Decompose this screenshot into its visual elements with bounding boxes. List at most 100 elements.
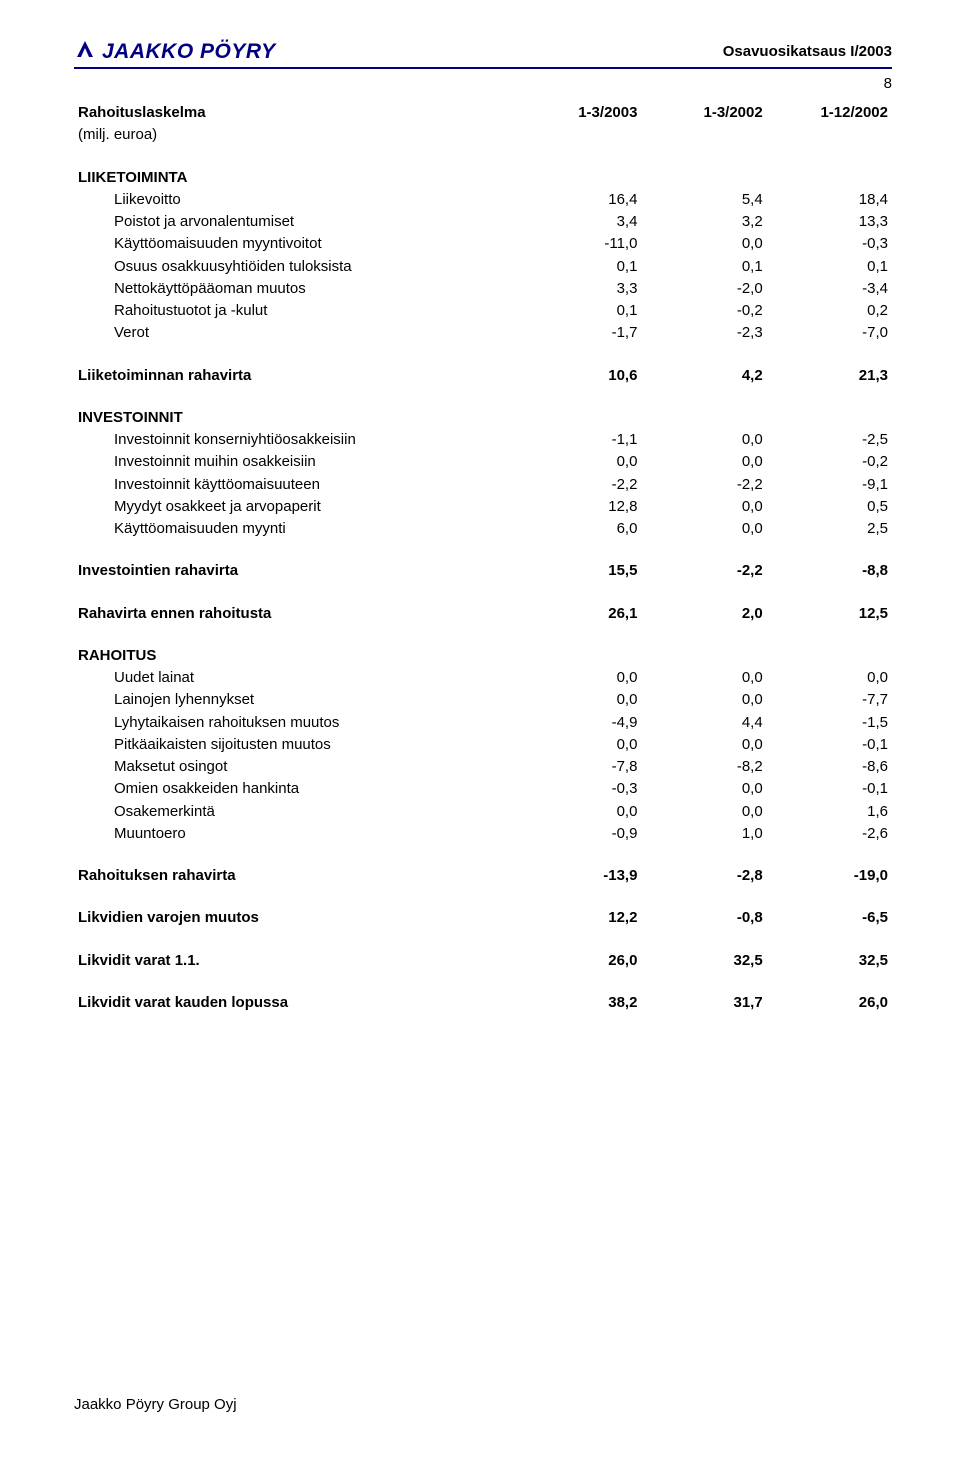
- subtotal-val: -13,9: [516, 865, 641, 887]
- subtotal-row: Likvidit varat kauden lopussa38,231,726,…: [74, 992, 892, 1014]
- section-heading-row: LIIKETOIMINTA: [74, 167, 892, 189]
- row-val: 3,3: [516, 278, 641, 300]
- row-val: -2,5: [767, 429, 892, 451]
- row-val: -2,3: [641, 322, 766, 344]
- subtotal-val: -19,0: [767, 865, 892, 887]
- row-val: 0,0: [641, 496, 766, 518]
- table-row: Liikevoitto16,45,418,4: [74, 189, 892, 211]
- table-row: Verot-1,7-2,3-7,0: [74, 322, 892, 344]
- row-val: 0,0: [516, 689, 641, 711]
- table-subtitle-row: (milj. euroa): [74, 124, 892, 146]
- row-label: Rahoitustuotot ja -kulut: [74, 300, 516, 322]
- table-row: Rahoitustuotot ja -kulut0,1-0,20,2: [74, 300, 892, 322]
- row-label: Osakemerkintä: [74, 801, 516, 823]
- row-label: Lyhytaikaisen rahoituksen muutos: [74, 712, 516, 734]
- row-label: Käyttöomaisuuden myynti: [74, 518, 516, 540]
- row-val: -3,4: [767, 278, 892, 300]
- row-val: 0,2: [767, 300, 892, 322]
- financial-table: Rahoituslaskelma 1-3/2003 1-3/2002 1-12/…: [74, 102, 892, 1014]
- subtotal-row: Likvidit varat 1.1.26,032,532,5: [74, 950, 892, 972]
- subtotal-val: 10,6: [516, 365, 641, 387]
- row-val: -0,1: [767, 734, 892, 756]
- table-row: Muuntoero-0,91,0-2,6: [74, 823, 892, 845]
- table-row: Poistot ja arvonalentumiset3,43,213,3: [74, 211, 892, 233]
- row-val: 0,0: [641, 429, 766, 451]
- row-val: 0,0: [641, 233, 766, 255]
- row-val: -8,6: [767, 756, 892, 778]
- subtotal-label: Investointien rahavirta: [74, 560, 516, 582]
- row-label: Käyttöomaisuuden myyntivoitot: [74, 233, 516, 255]
- table-row: Käyttöomaisuuden myynti6,00,02,5: [74, 518, 892, 540]
- row-label: Investoinnit konserniyhtiöosakkeisiin: [74, 429, 516, 451]
- row-val: -4,9: [516, 712, 641, 734]
- row-val: -2,0: [641, 278, 766, 300]
- page-number: 8: [74, 75, 892, 92]
- row-val: -1,1: [516, 429, 641, 451]
- table-row: Käyttöomaisuuden myyntivoitot-11,00,0-0,…: [74, 233, 892, 255]
- row-label: Investoinnit muihin osakkeisiin: [74, 451, 516, 473]
- row-val: 0,1: [516, 256, 641, 278]
- table-row: Osakemerkintä0,00,01,6: [74, 801, 892, 823]
- row-label: Uudet lainat: [74, 667, 516, 689]
- subtotal-val: -2,2: [641, 560, 766, 582]
- subtotal-label: Likvidit varat 1.1.: [74, 950, 516, 972]
- page-footer: Jaakko Pöyry Group Oyj: [74, 1396, 237, 1413]
- row-val: -2,6: [767, 823, 892, 845]
- row-val: -9,1: [767, 474, 892, 496]
- row-val: 0,0: [641, 801, 766, 823]
- subtotal-val: -6,5: [767, 907, 892, 929]
- row-val: -0,3: [767, 233, 892, 255]
- subtotal-row: Liiketoiminnan rahavirta10,64,221,3: [74, 365, 892, 387]
- row-val: 18,4: [767, 189, 892, 211]
- row-val: -2,2: [516, 474, 641, 496]
- page-header: JAAKKO PÖYRY Osavuosikatsaus I/2003: [74, 38, 892, 69]
- row-label: Myydyt osakkeet ja arvopaperit: [74, 496, 516, 518]
- row-label: Liikevoitto: [74, 189, 516, 211]
- row-val: -11,0: [516, 233, 641, 255]
- table-subtitle: (milj. euroa): [74, 124, 516, 146]
- table-row: Osuus osakkuusyhtiöiden tuloksista0,10,1…: [74, 256, 892, 278]
- table-header-row: Rahoituslaskelma 1-3/2003 1-3/2002 1-12/…: [74, 102, 892, 124]
- subtotal-row: Rahoituksen rahavirta-13,9-2,8-19,0: [74, 865, 892, 887]
- row-val: 0,1: [767, 256, 892, 278]
- table-row: Uudet lainat0,00,00,0: [74, 667, 892, 689]
- row-val: 0,0: [641, 734, 766, 756]
- row-val: 3,4: [516, 211, 641, 233]
- logo-mark-icon: [74, 38, 96, 65]
- row-val: 5,4: [641, 189, 766, 211]
- col-header-3: 1-12/2002: [767, 102, 892, 124]
- row-val: 2,5: [767, 518, 892, 540]
- subtotal-val: 32,5: [641, 950, 766, 972]
- row-val: 13,3: [767, 211, 892, 233]
- row-val: 16,4: [516, 189, 641, 211]
- row-label: Poistot ja arvonalentumiset: [74, 211, 516, 233]
- col-header-1: 1-3/2003: [516, 102, 641, 124]
- subtotal-label: Liiketoiminnan rahavirta: [74, 365, 516, 387]
- subtotal-val: 4,2: [641, 365, 766, 387]
- subtotal-val: 38,2: [516, 992, 641, 1014]
- header-right-text: Osavuosikatsaus I/2003: [723, 43, 892, 60]
- row-val: 0,1: [516, 300, 641, 322]
- row-val: 0,0: [516, 451, 641, 473]
- row-val: -1,7: [516, 322, 641, 344]
- row-label: Nettokäyttöpääoman muutos: [74, 278, 516, 300]
- row-val: -7,0: [767, 322, 892, 344]
- row-label: Lainojen lyhennykset: [74, 689, 516, 711]
- subtotal-val: 2,0: [641, 603, 766, 625]
- section-heading: INVESTOINNIT: [74, 407, 516, 429]
- row-val: 12,8: [516, 496, 641, 518]
- row-val: -2,2: [641, 474, 766, 496]
- row-val: 0,5: [767, 496, 892, 518]
- row-val: -0,2: [641, 300, 766, 322]
- table-row: Lyhytaikaisen rahoituksen muutos-4,94,4-…: [74, 712, 892, 734]
- table-row: Investoinnit muihin osakkeisiin0,00,0-0,…: [74, 451, 892, 473]
- table-row: Pitkäaikaisten sijoitusten muutos0,00,0-…: [74, 734, 892, 756]
- row-label: Investoinnit käyttöomaisuuteen: [74, 474, 516, 496]
- row-val: -8,2: [641, 756, 766, 778]
- row-val: -7,8: [516, 756, 641, 778]
- row-val: 3,2: [641, 211, 766, 233]
- row-val: 0,0: [641, 667, 766, 689]
- logo: JAAKKO PÖYRY: [74, 38, 276, 65]
- table-row: Lainojen lyhennykset0,00,0-7,7: [74, 689, 892, 711]
- page: JAAKKO PÖYRY Osavuosikatsaus I/2003 8 Ra…: [0, 0, 960, 1459]
